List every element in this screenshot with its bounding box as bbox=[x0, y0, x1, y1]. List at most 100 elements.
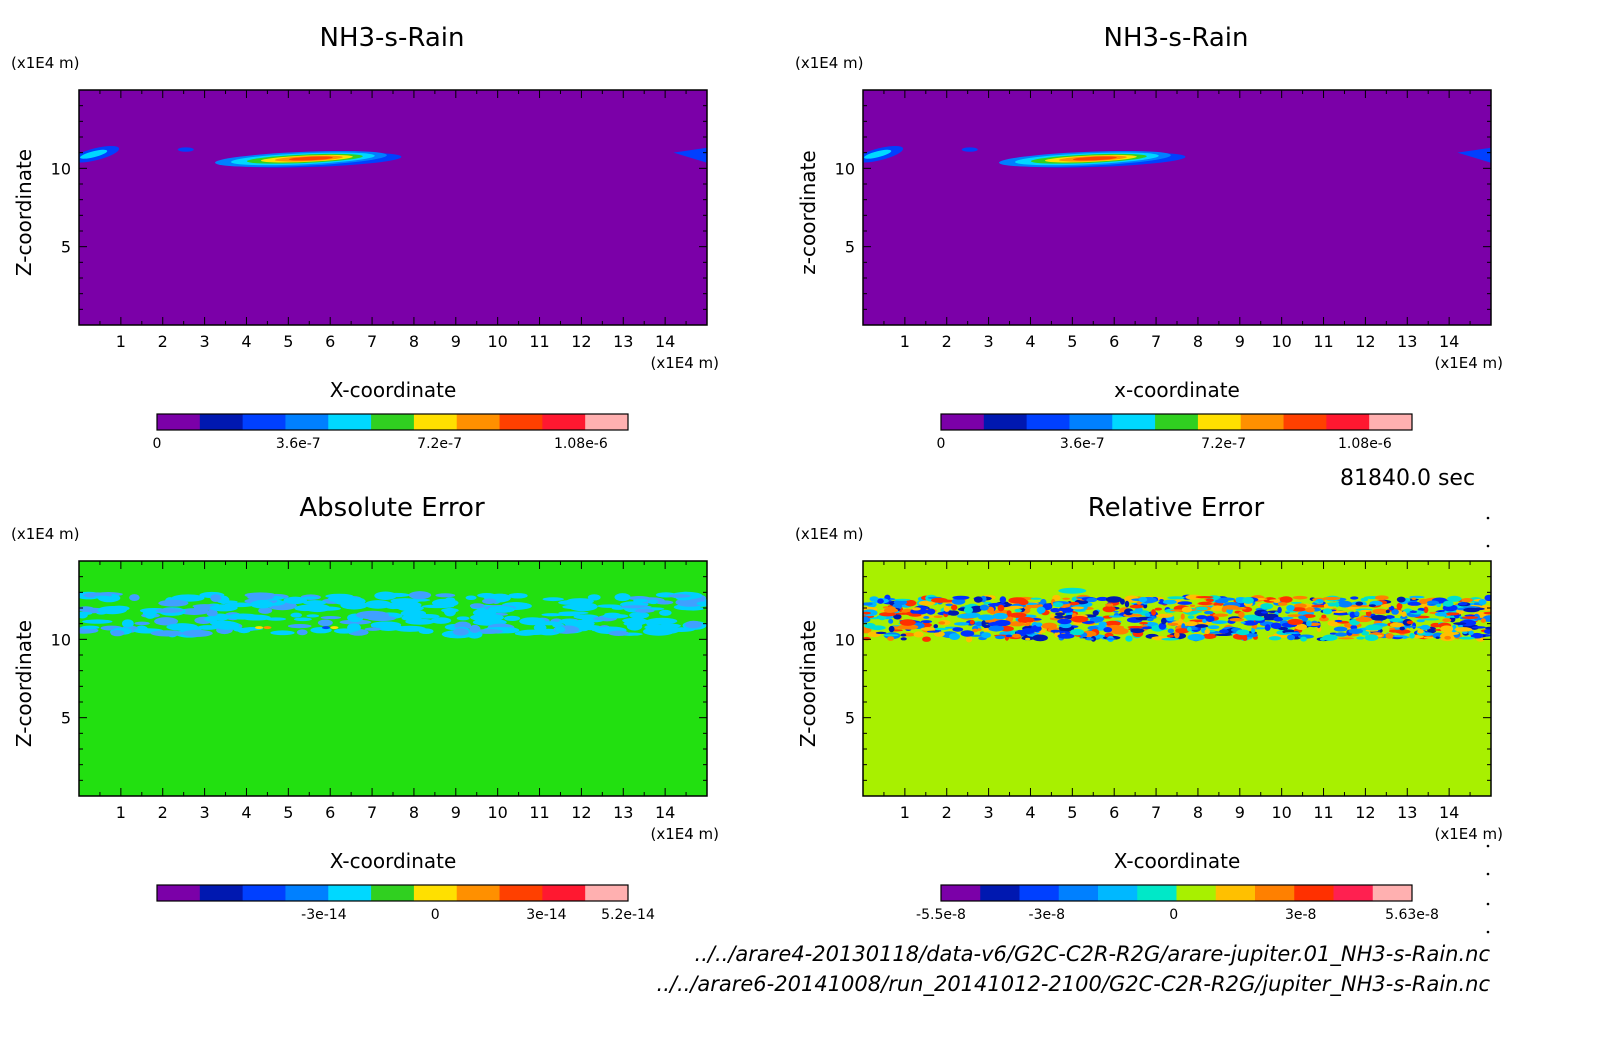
error-blob bbox=[1290, 601, 1302, 604]
error-blob bbox=[1287, 634, 1296, 641]
error-blob bbox=[1337, 616, 1342, 621]
error-blob bbox=[1356, 636, 1365, 640]
error-blob bbox=[863, 602, 873, 606]
error-blob bbox=[923, 616, 930, 619]
error-blob bbox=[1124, 608, 1134, 616]
x-tick-label: 8 bbox=[409, 332, 419, 351]
error-blob bbox=[1104, 603, 1114, 607]
error-blob bbox=[144, 612, 156, 619]
error-blob bbox=[452, 628, 469, 636]
error-blob bbox=[1458, 602, 1468, 606]
error-blob bbox=[1161, 637, 1180, 641]
error-blob bbox=[1195, 606, 1208, 611]
error-blob bbox=[401, 614, 422, 622]
error-blob bbox=[1070, 615, 1089, 623]
error-blob bbox=[646, 617, 678, 625]
error-blob bbox=[1423, 636, 1434, 639]
colorbar-segment bbox=[1326, 414, 1370, 430]
x-tick-label: 3 bbox=[984, 332, 994, 351]
error-blob bbox=[1417, 607, 1425, 612]
colorbar-tick-label: 0 bbox=[153, 436, 162, 452]
error-blob bbox=[1273, 600, 1280, 603]
error-blob bbox=[1268, 636, 1282, 641]
error-blob bbox=[1260, 611, 1268, 614]
x-tick-label: 7 bbox=[1151, 803, 1161, 822]
error-blob bbox=[1207, 625, 1220, 630]
y-tick-label: 10 bbox=[51, 159, 71, 178]
colorbar-segment bbox=[1283, 414, 1327, 430]
error-blob bbox=[482, 598, 497, 604]
colorbar-segment bbox=[242, 414, 286, 430]
error-blob bbox=[1484, 594, 1491, 602]
error-blob bbox=[1062, 597, 1071, 600]
error-blob bbox=[644, 624, 667, 631]
margin-dot bbox=[1486, 902, 1490, 906]
error-blob bbox=[150, 630, 183, 637]
error-blob bbox=[181, 629, 213, 637]
error-blob bbox=[593, 616, 608, 621]
colorbar-segment bbox=[1098, 885, 1138, 901]
y-axis-label: z-coordinate bbox=[796, 150, 820, 274]
error-blob bbox=[1264, 624, 1271, 632]
error-blob bbox=[1008, 605, 1024, 610]
error-blob bbox=[1404, 625, 1417, 628]
small-patch bbox=[961, 147, 978, 152]
colorbar-segment bbox=[413, 414, 458, 430]
error-blob bbox=[1300, 636, 1307, 642]
error-blob bbox=[973, 596, 983, 603]
error-blob bbox=[922, 636, 931, 642]
error-blob bbox=[1103, 627, 1113, 633]
x-tick-label: 13 bbox=[613, 332, 633, 351]
y-tick-label: 5 bbox=[61, 238, 71, 257]
error-blob bbox=[1242, 596, 1254, 604]
error-blob bbox=[340, 601, 368, 610]
error-blob bbox=[1409, 632, 1415, 639]
x-tick-label: 9 bbox=[1235, 803, 1245, 822]
error-blob bbox=[1025, 637, 1031, 641]
error-blob bbox=[1167, 596, 1185, 600]
error-blob bbox=[465, 595, 477, 601]
error-blob bbox=[684, 620, 703, 629]
error-blob bbox=[667, 594, 691, 598]
error-blob bbox=[1186, 626, 1192, 632]
error-blob bbox=[1385, 633, 1394, 639]
error-blob bbox=[1251, 628, 1256, 634]
error-blob bbox=[1333, 626, 1348, 632]
colorbar-segment bbox=[1369, 414, 1413, 430]
colorbar-segment bbox=[585, 414, 629, 430]
error-blob bbox=[997, 604, 1005, 612]
error-blob bbox=[1447, 595, 1462, 602]
error-blob bbox=[1438, 611, 1447, 616]
colorbar-segment bbox=[1155, 414, 1199, 430]
colorbar-tick-label: 0 bbox=[937, 436, 946, 452]
error-blob bbox=[1104, 620, 1121, 627]
error-blob bbox=[226, 613, 260, 620]
error-blob bbox=[79, 611, 93, 616]
error-blob bbox=[296, 629, 308, 636]
error-blob bbox=[1364, 634, 1379, 641]
error-blob bbox=[1305, 607, 1315, 613]
error-blob bbox=[1025, 621, 1031, 626]
error-blob bbox=[1098, 621, 1107, 627]
x-tick-label: 5 bbox=[283, 332, 293, 351]
colorbar-segment bbox=[1137, 885, 1177, 901]
error-blob bbox=[214, 621, 240, 630]
error-blob bbox=[364, 627, 382, 631]
x-tick-label: 2 bbox=[942, 803, 952, 822]
error-blob bbox=[1113, 610, 1119, 613]
colorbar-tick-label: 3e-8 bbox=[1285, 907, 1316, 923]
error-blob bbox=[508, 592, 528, 599]
error-blob bbox=[1012, 633, 1022, 638]
error-blob bbox=[1138, 596, 1148, 603]
error-blob bbox=[1284, 632, 1300, 635]
error-blob bbox=[265, 617, 287, 621]
error-blob bbox=[1161, 617, 1167, 625]
error-blob bbox=[1009, 612, 1027, 618]
error-blob bbox=[430, 617, 452, 624]
error-blob bbox=[394, 625, 426, 632]
x-tick-label: 10 bbox=[487, 332, 507, 351]
error-blob bbox=[948, 610, 960, 616]
error-blob bbox=[1195, 595, 1214, 599]
error-blob bbox=[1406, 620, 1414, 625]
small-patch bbox=[177, 147, 194, 152]
